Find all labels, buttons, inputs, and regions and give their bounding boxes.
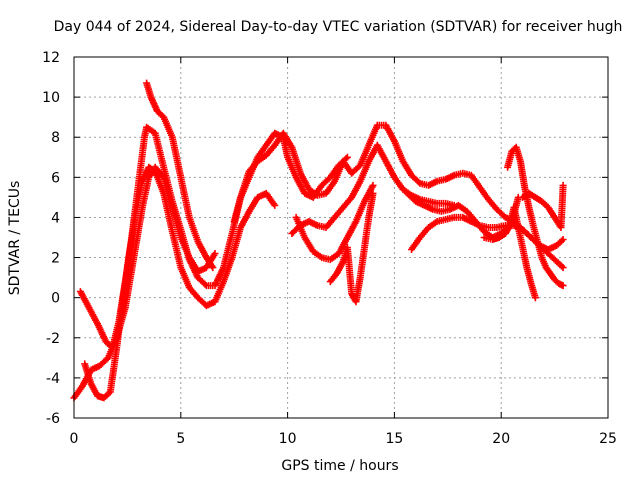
series-track-c xyxy=(81,163,279,402)
data-point-markers xyxy=(292,181,377,264)
x-axis-label: GPS time / hours xyxy=(281,458,398,474)
series-track-a xyxy=(70,163,219,402)
y-tick-label: -2 xyxy=(46,331,60,347)
data-point-markers xyxy=(288,141,458,237)
series-track-d xyxy=(143,79,217,272)
series-track-l xyxy=(504,143,567,290)
data-point-markers xyxy=(326,189,377,306)
x-tick-label: 10 xyxy=(279,431,297,447)
x-tick-label: 25 xyxy=(599,431,617,447)
chart-title: Day 044 of 2024, Sidereal Day-to-day VTE… xyxy=(54,19,623,35)
x-tick-label: 0 xyxy=(70,431,79,447)
data-point-markers xyxy=(519,181,567,231)
series-track-k xyxy=(480,203,539,302)
axis-ticks: 0 5 10 15 20 25 -6 -4 -2 0 2 4 6 8 10 12 xyxy=(42,50,617,447)
y-tick-label: 12 xyxy=(42,50,60,66)
x-tick-label: 20 xyxy=(492,431,510,447)
series-track-h xyxy=(326,189,377,306)
plot-frame xyxy=(73,56,609,419)
data-point-markers xyxy=(143,79,217,272)
y-tick-label: 0 xyxy=(51,291,60,307)
y-tick-label: 4 xyxy=(51,210,60,226)
y-tick-label: 6 xyxy=(51,170,60,186)
y-axis-label: SDTVAR / TECUs xyxy=(7,181,23,296)
x-tick-label: 15 xyxy=(385,431,403,447)
y-tick-label: -4 xyxy=(46,371,60,387)
series-track-m xyxy=(519,181,567,231)
y-tick-label: 2 xyxy=(51,251,60,267)
y-tick-label: 8 xyxy=(51,130,60,146)
y-tick-label: 10 xyxy=(42,90,60,106)
data-points xyxy=(70,79,567,402)
data-point-markers xyxy=(480,203,539,302)
series-track-f xyxy=(288,141,458,237)
data-point-markers xyxy=(504,143,567,290)
x-tick-label: 5 xyxy=(176,431,185,447)
data-point-markers xyxy=(81,163,279,402)
y-tick-label: -6 xyxy=(46,411,60,427)
data-point-markers xyxy=(70,163,219,402)
series-track-g xyxy=(292,181,377,264)
